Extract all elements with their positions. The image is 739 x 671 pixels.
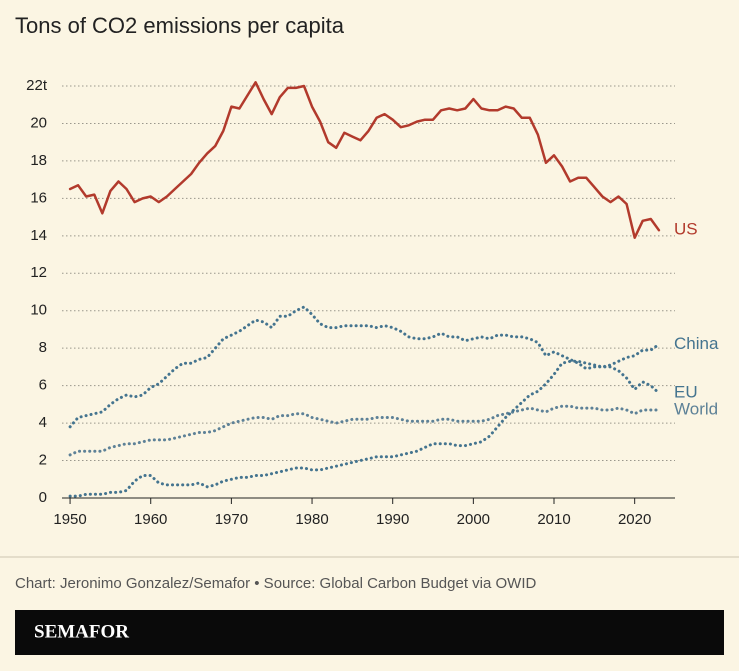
y-tick-label: 2 (39, 452, 47, 469)
y-tick-label: 16 (30, 189, 47, 206)
x-tick-label: 1950 (53, 511, 86, 528)
chart-title: Tons of CO2 emissions per capita (15, 13, 345, 38)
y-tick-label: 4 (39, 414, 47, 431)
x-tick-label: 2020 (618, 511, 651, 528)
x-tick-label: 2000 (457, 511, 490, 528)
series-line (68, 342, 661, 498)
series-label: World (674, 399, 718, 418)
series-line (68, 305, 661, 429)
brand: SEMAFOR (34, 621, 129, 642)
series-label: EU (674, 383, 698, 402)
x-tick-label: 1980 (295, 511, 328, 528)
y-tick-label: 18 (30, 152, 47, 169)
y-tick-label: 12 (30, 264, 47, 281)
series-line (68, 81, 661, 239)
brand-bar (15, 610, 724, 655)
series-label: US (674, 220, 698, 239)
y-tick-label: 0 (39, 489, 47, 506)
series-label: China (674, 334, 719, 353)
series-line (68, 404, 661, 457)
source-note: Chart: Jeronimo Gonzalez/Semafor • Sourc… (15, 575, 536, 592)
y-tick-label: 14 (30, 227, 47, 244)
y-tick-label: 8 (39, 339, 47, 356)
y-tick-label: 6 (39, 377, 47, 394)
x-tick-label: 1960 (134, 511, 167, 528)
x-tick-label: 1970 (215, 511, 248, 528)
x-tick-label: 1990 (376, 511, 409, 528)
y-tick-label: 20 (30, 114, 47, 131)
y-tick-label: 10 (30, 302, 47, 319)
y-tick-label: 22t (26, 77, 48, 94)
x-tick-label: 2010 (537, 511, 570, 528)
